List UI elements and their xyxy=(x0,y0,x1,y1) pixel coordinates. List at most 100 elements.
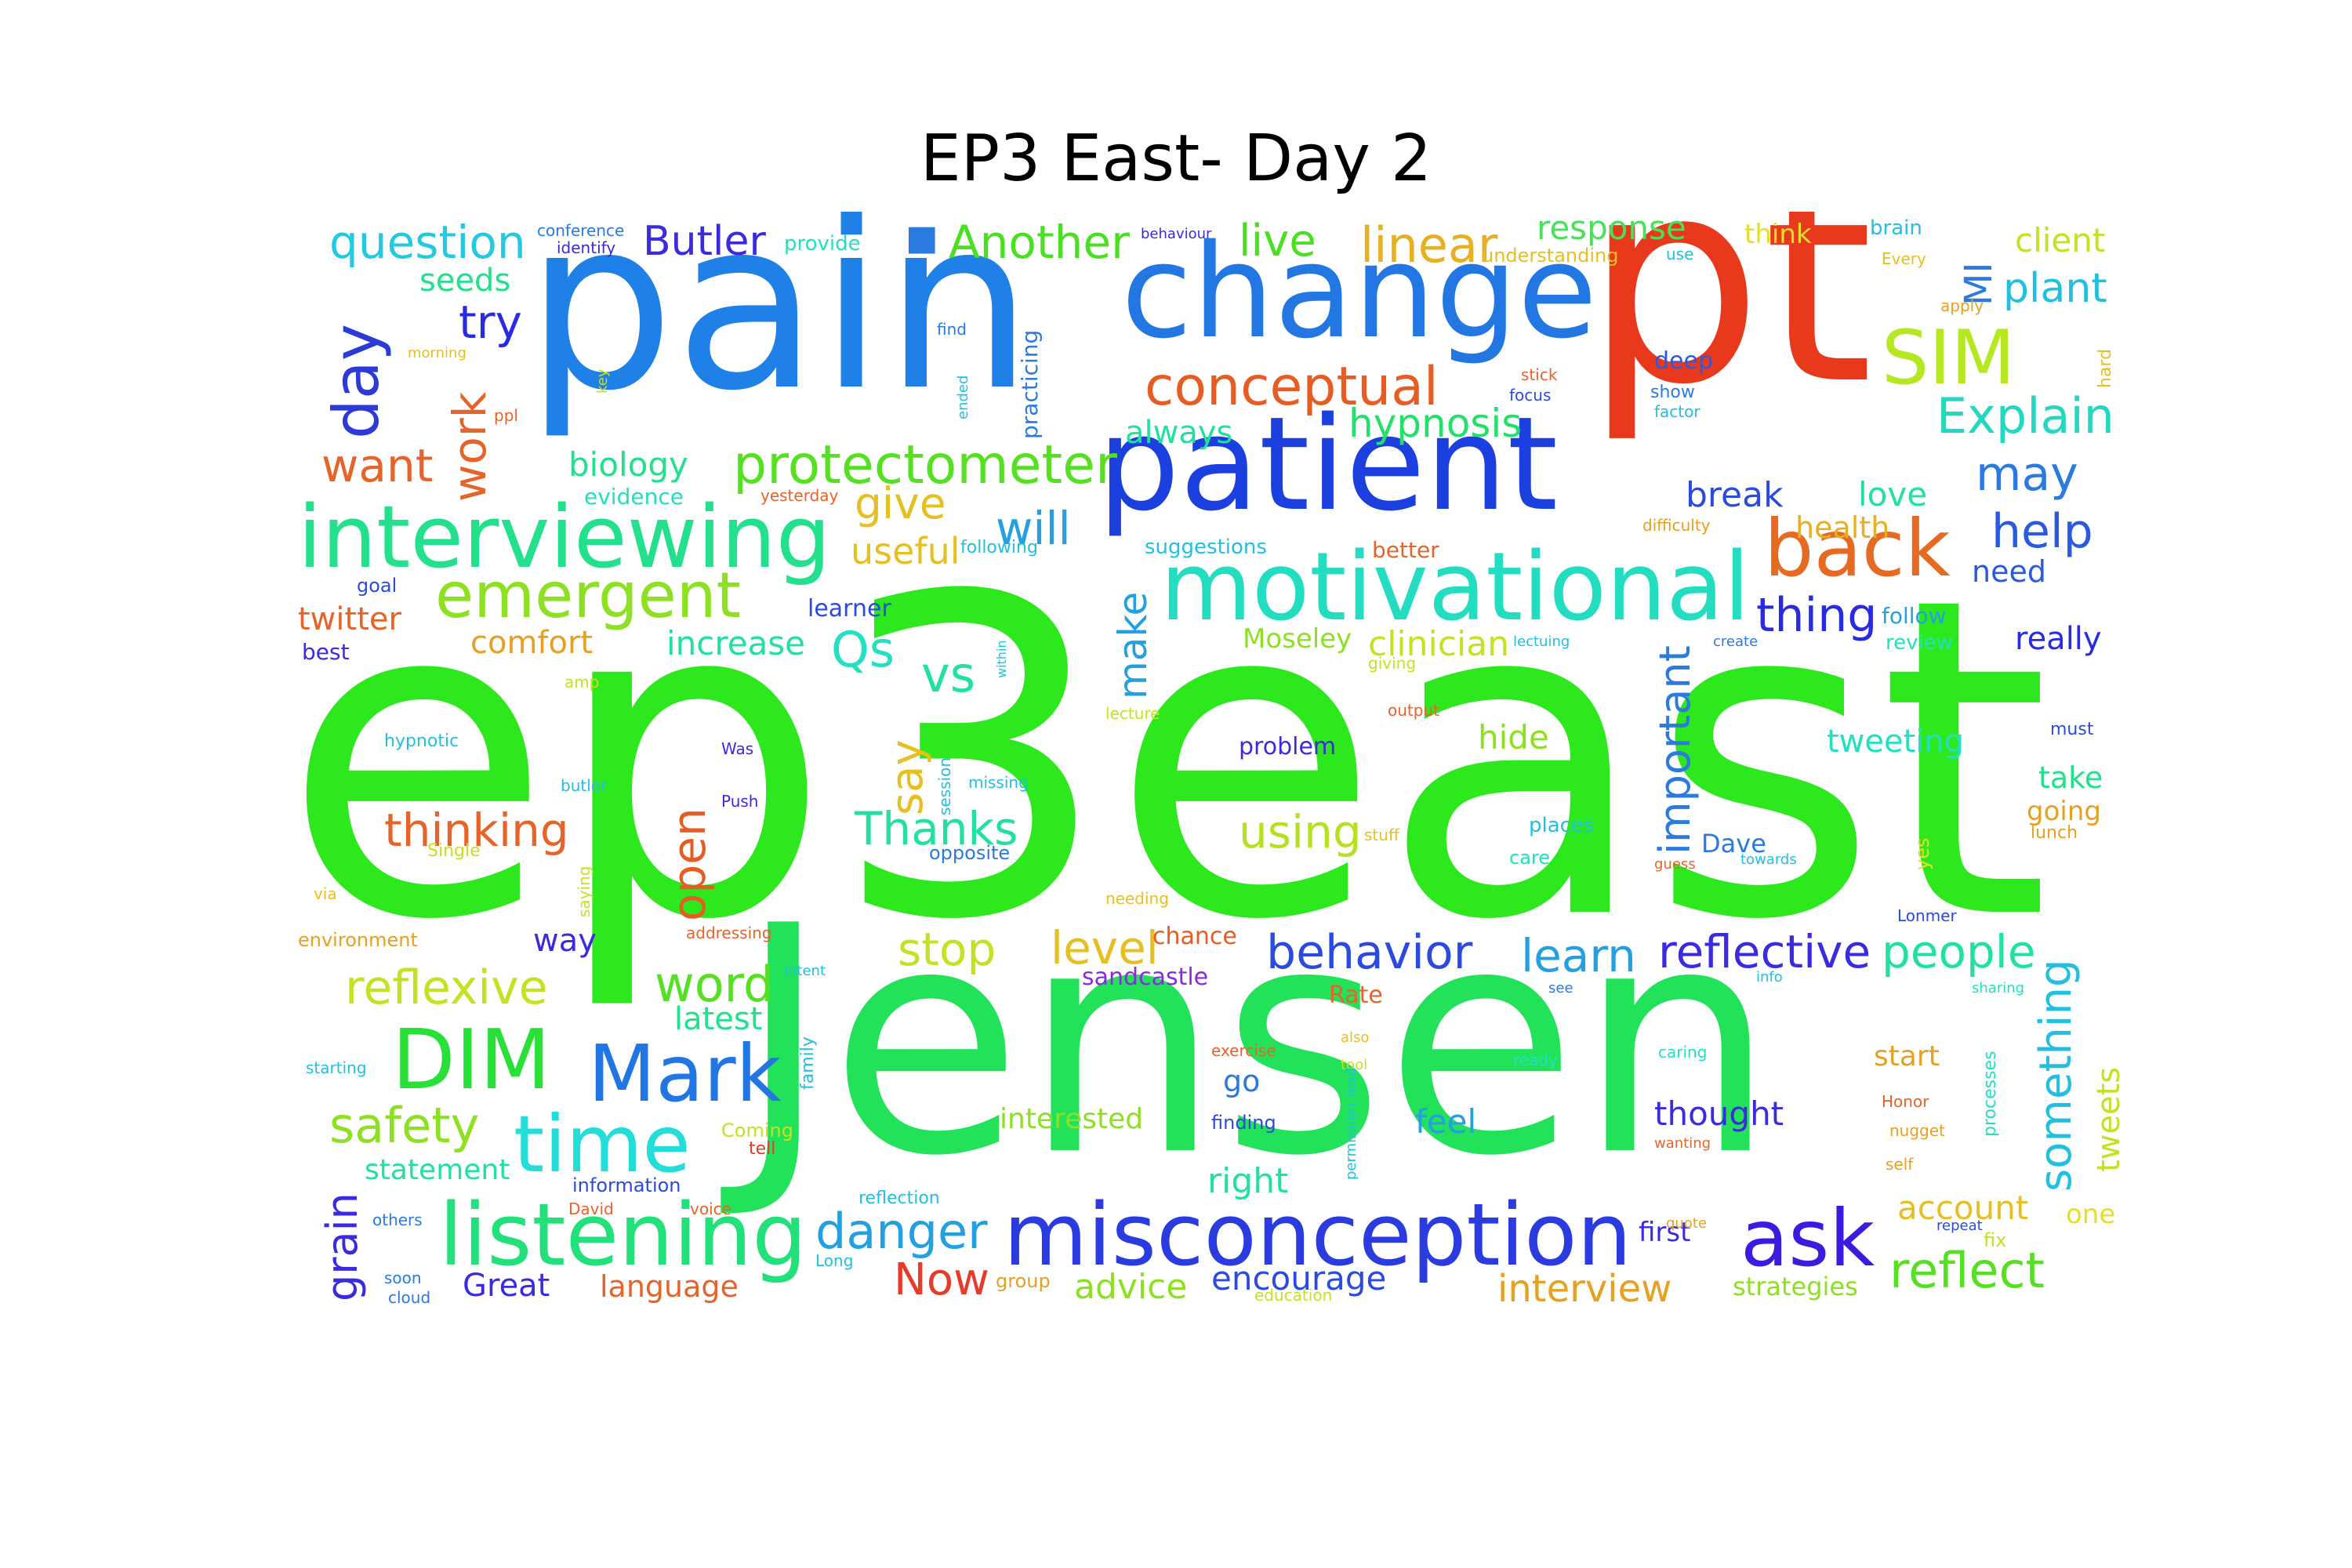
word-live: live xyxy=(1239,216,1316,267)
word-moseley: Moseley xyxy=(1243,623,1352,655)
word-information: information xyxy=(572,1174,681,1196)
word-factor: factor xyxy=(1654,402,1700,421)
word-ended: ended xyxy=(955,375,971,419)
word-exercise: exercise xyxy=(1211,1041,1276,1060)
word-wanting: wanting xyxy=(1654,1135,1711,1152)
word-needing: needing xyxy=(1105,889,1169,908)
figure-title: EP3 East- Day 2 xyxy=(920,122,1432,196)
word-time: time xyxy=(514,1098,691,1190)
word-hide: hide xyxy=(1478,718,1549,757)
word-show: show xyxy=(1650,383,1695,402)
word-opposite: opposite xyxy=(929,842,1011,864)
word-lonmer: Lonmer xyxy=(1897,906,1957,925)
word-response: response xyxy=(1537,212,1686,247)
word-help: help xyxy=(1991,504,2093,559)
word-another: Another xyxy=(949,216,1130,269)
word-david: David xyxy=(568,1200,614,1218)
word-soon: soon xyxy=(384,1269,422,1287)
word-repeat: repeat xyxy=(1936,1218,1983,1234)
word-comfort: comfort xyxy=(470,625,593,661)
word-protectometer: protectometer xyxy=(733,434,1117,496)
word-quote: quote xyxy=(1666,1215,1707,1232)
word-going: going xyxy=(2027,796,2101,827)
word-thanks: Thanks xyxy=(855,802,1018,855)
word-grain: grain xyxy=(318,1192,367,1301)
word-useful: useful xyxy=(851,530,960,572)
word-conference: conference xyxy=(537,221,625,240)
word-motivational: motivational xyxy=(1160,533,1750,642)
word-really: really xyxy=(2015,621,2102,657)
word-key: key xyxy=(594,368,611,394)
word-focus: focus xyxy=(1509,386,1552,405)
word-love: love xyxy=(1858,475,1928,514)
word-cloud: ep3east Jensen pain pt change patient mo… xyxy=(298,212,2125,1325)
word-vs: vs xyxy=(921,646,975,703)
word-want: want xyxy=(321,439,434,492)
word-reflexive: reflexive xyxy=(345,960,548,1015)
word-brain: brain xyxy=(1870,216,1922,240)
word-pain: pain xyxy=(525,212,1033,442)
word-statement: statement xyxy=(365,1154,510,1186)
word-difficulty: difficulty xyxy=(1642,516,1711,535)
word-butler-small: butler xyxy=(561,776,608,795)
word-addressing: addressing xyxy=(686,924,772,942)
word-pt: pt xyxy=(1584,212,1874,446)
word-strategies: strategies xyxy=(1733,1272,1858,1301)
word-every: Every xyxy=(1882,249,1926,268)
word-nugget: nugget xyxy=(1889,1121,1945,1140)
word-cloud: cloud xyxy=(388,1288,431,1307)
word-learner: learner xyxy=(808,595,891,622)
word-better: better xyxy=(1372,537,1439,563)
word-yes: yes xyxy=(1911,837,1933,870)
word-practicing: practicing xyxy=(1017,329,1043,439)
word-behaviour: behaviour xyxy=(1141,226,1212,242)
word-towards: towards xyxy=(1740,851,1797,868)
word-client: client xyxy=(2015,221,2106,260)
word-evidence: evidence xyxy=(584,484,684,510)
word-honor: Honor xyxy=(1882,1092,1929,1111)
word-will: will xyxy=(996,502,1071,555)
word-dim: DIM xyxy=(392,1012,551,1108)
word-starting: starting xyxy=(306,1058,367,1077)
word-great: Great xyxy=(463,1268,550,1304)
word-account: account xyxy=(1897,1189,2029,1227)
word-square: ■ xyxy=(906,218,938,258)
word-self: self xyxy=(1886,1155,1914,1174)
word-output: output xyxy=(1388,701,1439,720)
word-qs: Qs xyxy=(831,621,895,678)
word-seeds: seeds xyxy=(419,263,511,299)
word-linear: linear xyxy=(1360,216,1498,274)
word-mark: Mark xyxy=(588,1028,782,1120)
word-interviewing: interviewing xyxy=(298,487,831,587)
word-deep: deep xyxy=(1654,347,1713,375)
word-ready: ready xyxy=(1513,1051,1558,1069)
word-jensen: Jensen xyxy=(737,860,1777,1225)
word-apply: apply xyxy=(1940,296,1984,315)
word-sharing: sharing xyxy=(1972,980,2025,996)
word-care: care xyxy=(1509,847,1551,869)
word-tweets: tweets xyxy=(2091,1066,2125,1172)
word-explain: Explain xyxy=(1936,387,2114,445)
word-must: must xyxy=(2050,720,2094,739)
word-conceptual: conceptual xyxy=(1145,356,1439,418)
word-reflect: reflect xyxy=(1889,1242,2045,1299)
word-missing: missing xyxy=(968,773,1029,792)
word-info: info xyxy=(1756,969,1783,985)
word-via: via xyxy=(314,884,337,903)
word-learn: learn xyxy=(1521,929,1636,982)
word-make: make xyxy=(1110,591,1156,699)
word-education: education xyxy=(1254,1286,1333,1305)
word-fix: fix xyxy=(1984,1229,2007,1251)
word-behavior: behavior xyxy=(1266,925,1473,980)
word-break: break xyxy=(1686,475,1784,515)
word-rate: Rate xyxy=(1329,982,1383,1009)
word-places: places xyxy=(1529,814,1595,837)
word-caring: caring xyxy=(1658,1043,1708,1062)
word-thinking: thinking xyxy=(384,804,569,857)
word-provide: provide xyxy=(784,232,861,256)
word-permission: permission xyxy=(1343,1102,1359,1180)
word-group: group xyxy=(996,1270,1051,1292)
word-giving: giving xyxy=(1368,654,1417,673)
word-ppl: ppl xyxy=(494,406,518,425)
word-open: open xyxy=(662,808,716,921)
